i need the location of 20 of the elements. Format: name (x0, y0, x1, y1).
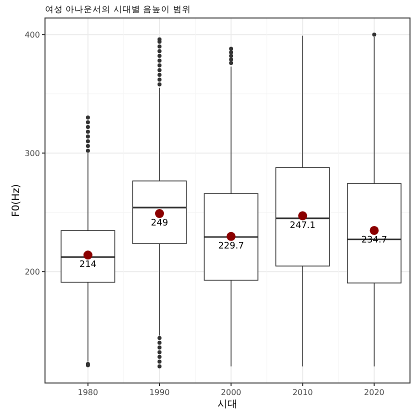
data-label: 229.7 (218, 241, 244, 252)
data-label: 247.1 (290, 220, 316, 231)
data-label: 214 (79, 260, 97, 270)
x-tick-label: 2010 (292, 388, 313, 397)
point (298, 211, 308, 220)
x-tick-label: 1980 (78, 388, 98, 397)
data-label: 249 (150, 218, 168, 229)
point (83, 250, 92, 260)
x-tick-label: 1990 (149, 388, 170, 397)
point (370, 226, 379, 235)
y-axis-title: F0(Hz) (11, 184, 22, 217)
y-tick-label: 300 (24, 149, 40, 158)
y-tick-label: 200 (24, 268, 40, 277)
point (226, 232, 236, 241)
point (155, 209, 164, 218)
chart-title: 여성 아나운서의 시대별 음높이 범위 (45, 5, 191, 15)
x-axis-title: 시대 (218, 399, 238, 410)
y-tick-label: 400 (24, 30, 40, 40)
x-tick-label: 2020 (364, 388, 384, 397)
x-tick-label: 2000 (220, 388, 242, 397)
